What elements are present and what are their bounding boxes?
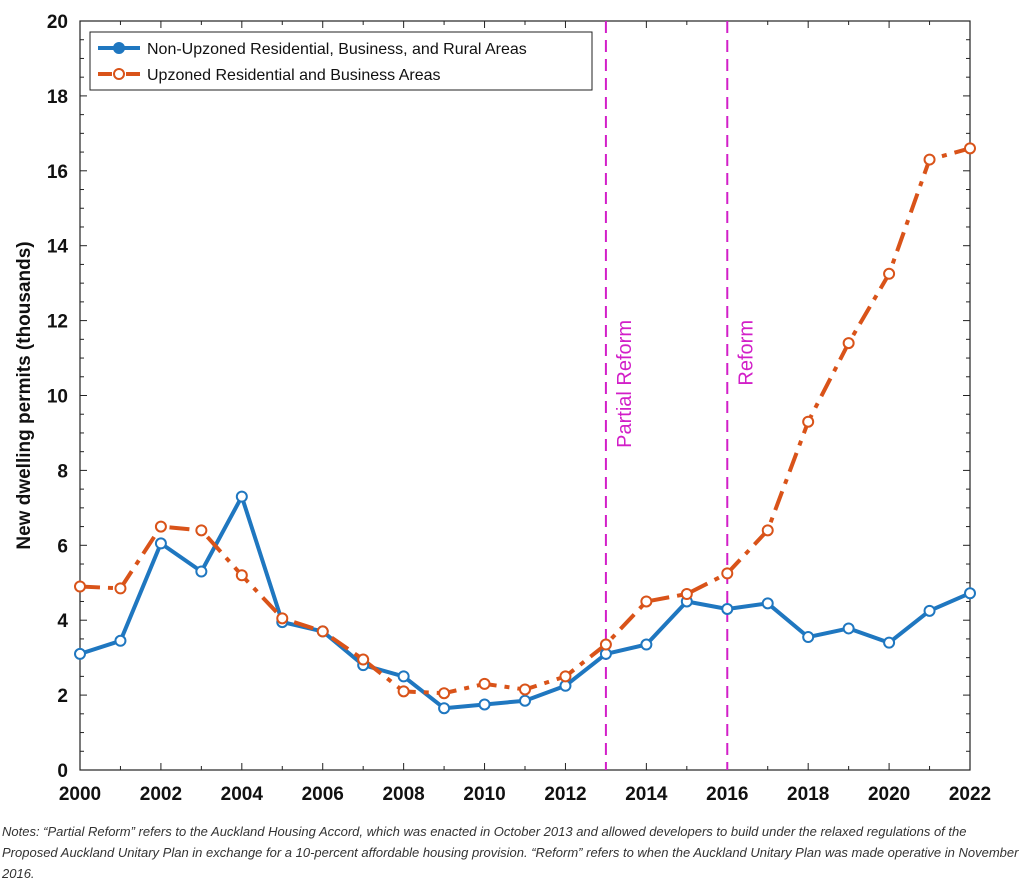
data-point-1	[478, 698, 491, 711]
data-point-1	[154, 537, 167, 550]
data-point-2	[276, 612, 289, 625]
data-point-1	[195, 565, 208, 578]
y-tick-label: 18	[47, 87, 68, 108]
data-point-1	[519, 694, 531, 707]
data-point-2	[640, 595, 653, 608]
y-tick-label: 16	[47, 162, 68, 183]
data-point-1	[397, 670, 410, 683]
data-point-2	[964, 142, 976, 155]
legend-label: Upzoned Residential and Business Areas	[147, 67, 441, 84]
series-line-1	[79, 494, 971, 711]
y-tick-label: 6	[57, 536, 68, 557]
data-point-2	[74, 580, 86, 593]
y-tick-label: 0	[57, 761, 68, 782]
data-point-2	[923, 153, 936, 166]
x-tick-label: 2018	[787, 784, 829, 805]
x-tick-label: 2000	[59, 784, 101, 805]
data-point-2	[357, 653, 370, 666]
x-tick-label: 2014	[625, 784, 668, 805]
x-tick-label: 2008	[382, 784, 424, 805]
plot-area: 2000 2002 2004 2006 2008 2010 2012 2014 2016 2018…	[14, 12, 991, 805]
x-tick-label: 2022	[949, 784, 991, 805]
x-tick-label: 2020	[868, 784, 910, 805]
legend-marker	[113, 68, 125, 80]
y-tick-label: 8	[57, 461, 68, 482]
y-tick-label: 14	[47, 237, 69, 258]
series-line-2	[79, 146, 971, 696]
event-label: Partial Reform	[614, 320, 636, 448]
data-point-2	[478, 677, 491, 690]
event-label: Reform	[735, 320, 757, 386]
data-point-2	[802, 415, 815, 428]
data-point-1	[964, 587, 976, 600]
x-tick-label: 2006	[302, 784, 344, 805]
data-point-1	[74, 647, 86, 660]
data-point-1	[235, 490, 248, 503]
y-tick-label: 10	[47, 387, 68, 408]
data-point-1	[883, 636, 896, 649]
y-tick-label: 12	[47, 312, 68, 333]
legend-marker	[113, 42, 125, 54]
line-chart: 2000 2002 2004 2006 2008 2010 2012 2014 2016 2018…	[14, 12, 991, 805]
x-tick-label: 2002	[140, 784, 182, 805]
data-point-1	[721, 602, 734, 615]
x-tick-label: 2004	[221, 784, 264, 805]
y-tick-label: 2	[57, 686, 68, 707]
data-point-2	[438, 687, 451, 700]
legend-box	[89, 31, 593, 91]
data-point-2	[761, 524, 774, 537]
y-tick-label: 20	[47, 12, 68, 33]
data-point-2	[842, 337, 855, 350]
chart-notes: Notes: “Partial Reform” refers to the Au…	[2, 824, 1019, 881]
data-point-2	[883, 267, 896, 280]
data-point-1	[640, 638, 653, 651]
data-point-2	[195, 524, 208, 537]
x-tick-label: 2016	[706, 784, 748, 805]
data-point-2	[235, 569, 248, 582]
data-point-2	[721, 567, 734, 580]
data-point-1	[761, 597, 774, 610]
data-point-2	[599, 638, 612, 651]
data-point-1	[114, 634, 127, 647]
data-point-1	[438, 702, 451, 715]
data-point-2	[154, 520, 167, 533]
data-point-2	[114, 582, 127, 595]
x-tick-label: 2010	[463, 784, 505, 805]
data-point-1	[923, 604, 936, 617]
plot-frame	[79, 20, 971, 771]
data-point-2	[316, 625, 329, 638]
y-tick-label: 4	[57, 611, 68, 632]
y-axis-title: New dwelling permits (thousands)	[14, 241, 35, 549]
data-point-2	[680, 587, 693, 600]
data-point-1	[842, 622, 855, 635]
x-tick-label: 2012	[544, 784, 586, 805]
data-point-1	[802, 631, 815, 644]
legend: Non-Upzoned Residential, Business, and R…	[89, 31, 593, 91]
legend-label: Non-Upzoned Residential, Business, and R…	[147, 41, 527, 58]
data-point-2	[559, 670, 572, 683]
data-point-2	[519, 683, 531, 696]
data-point-2	[397, 685, 410, 698]
